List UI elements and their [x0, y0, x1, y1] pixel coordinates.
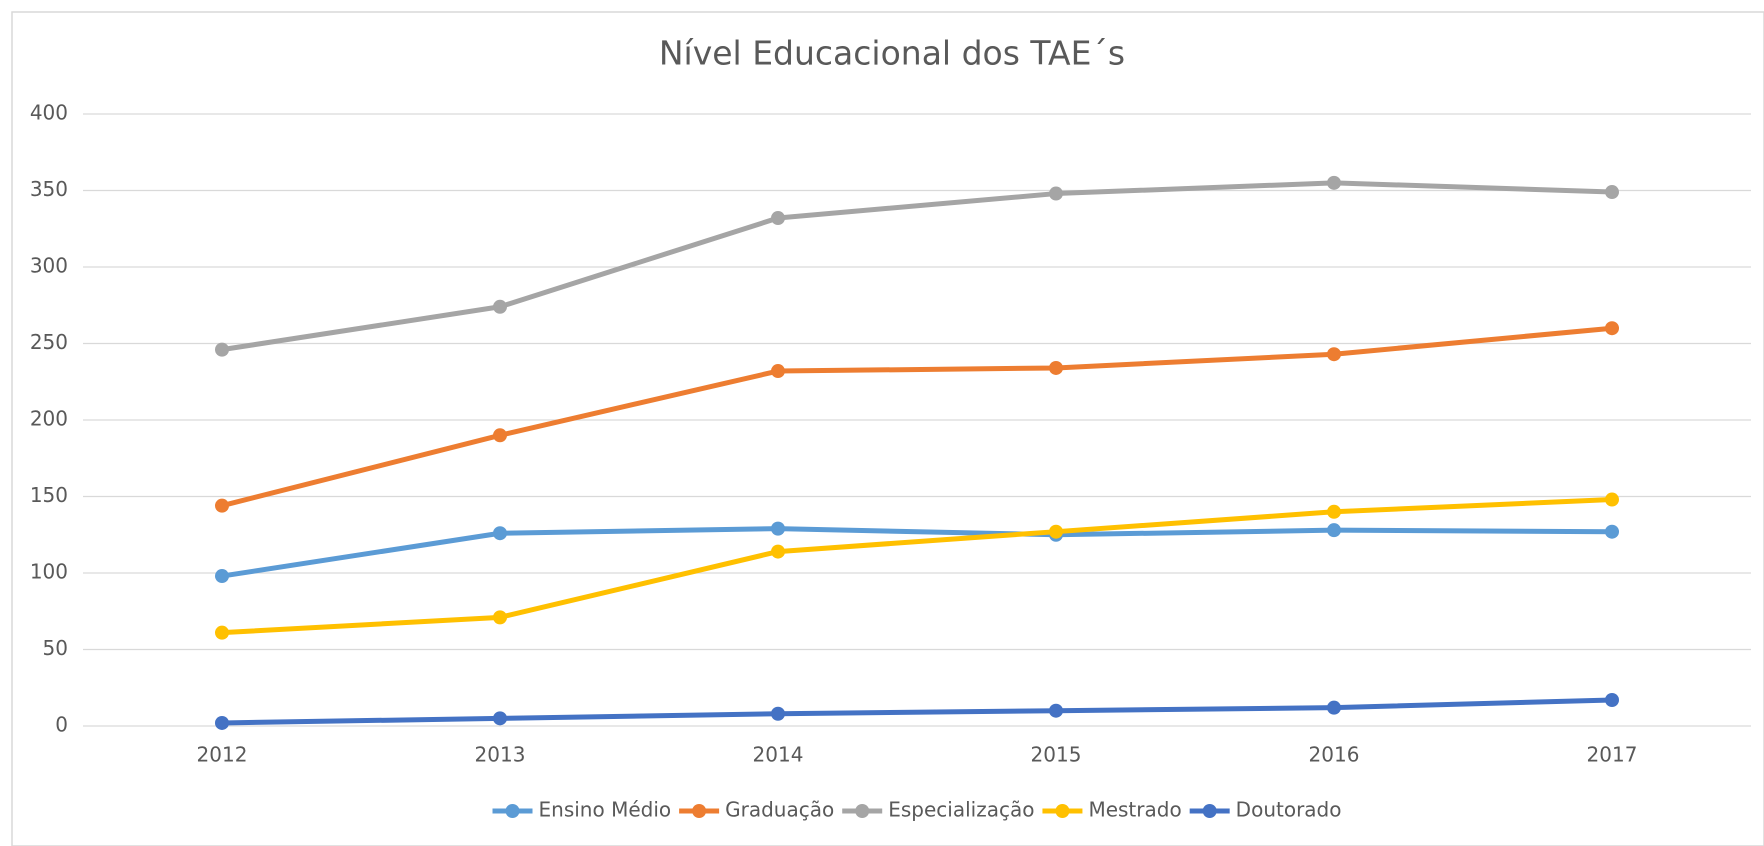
y-tick-label: 150: [30, 483, 68, 507]
y-tick-label: 350: [30, 177, 68, 201]
series-line: [221, 497, 1613, 636]
data-point: [771, 521, 785, 536]
x-tick-label: 2014: [753, 743, 804, 767]
data-point: [215, 569, 229, 584]
y-tick-label: 0: [55, 713, 68, 737]
data-point: [1605, 185, 1619, 200]
legend-label: Doutorado: [1236, 798, 1342, 822]
series-line: [221, 325, 1613, 509]
data-point: [1049, 186, 1063, 201]
legend-marker: [692, 804, 707, 818]
data-point: [1049, 524, 1063, 539]
data-point: [1605, 321, 1619, 336]
data-point: [1327, 523, 1341, 538]
data-point: [1327, 347, 1341, 362]
chart-frame: [11, 11, 1764, 846]
data-point: [215, 342, 229, 357]
data-point: [493, 526, 507, 541]
x-tick-label: 2017: [1587, 743, 1638, 767]
legend-marker: [1202, 804, 1217, 818]
data-point: [1049, 360, 1063, 375]
legend-marker: [1055, 804, 1070, 818]
y-tick-label: 100: [30, 560, 68, 584]
data-point: [1605, 492, 1619, 507]
data-point: [1327, 700, 1341, 715]
data-point: [771, 211, 785, 226]
y-tick-label: 400: [30, 101, 68, 125]
legend-marker: [505, 804, 520, 818]
data-point: [493, 428, 507, 443]
y-tick-label: 300: [30, 254, 68, 278]
y-tick-label: 200: [30, 407, 68, 431]
x-tick-label: 2015: [1031, 743, 1082, 767]
legend-label: Especialização: [888, 798, 1034, 822]
data-point: [215, 498, 229, 513]
series-line: [221, 697, 1613, 726]
x-tick-label: 2016: [1309, 743, 1360, 767]
data-point: [1327, 175, 1341, 190]
data-point: [1605, 692, 1619, 707]
data-point: [1327, 504, 1341, 519]
data-point: [1049, 703, 1063, 718]
x-tick-label: 2013: [475, 743, 526, 767]
legend-label: Mestrado: [1088, 798, 1181, 822]
data-point: [771, 364, 785, 379]
legend-label: Graduação: [725, 798, 834, 822]
y-tick-label: 250: [30, 330, 68, 354]
data-point: [493, 610, 507, 625]
chart-title: Nível Educacional dos TAE´s: [659, 34, 1125, 73]
data-point: [493, 711, 507, 726]
legend: Ensino Médio Graduação Especialização Mestr…: [492, 798, 1342, 822]
data-point: [215, 715, 229, 730]
legend-marker: [855, 804, 870, 818]
data-point: [771, 706, 785, 721]
legend-label: Ensino Médio: [539, 798, 672, 822]
y-tick-label: 50: [43, 636, 68, 660]
series-line: [221, 526, 1613, 579]
series-line: [221, 180, 1613, 353]
x-tick-label: 2012: [197, 743, 248, 767]
data-point: [215, 625, 229, 640]
data-point: [493, 299, 507, 314]
data-point: [771, 544, 785, 559]
data-point: [1605, 524, 1619, 539]
